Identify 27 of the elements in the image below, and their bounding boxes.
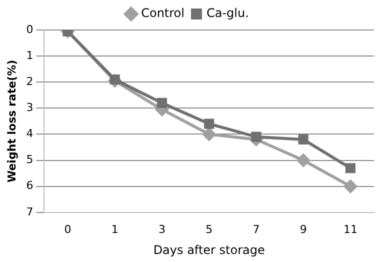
x-tick-label: 1 [111, 222, 118, 236]
point [298, 134, 308, 144]
point [344, 180, 357, 193]
y-tick-label: 2 [26, 74, 34, 88]
y-tick-label: 0 [26, 22, 34, 36]
y-tick-label: 7 [26, 205, 34, 218]
x-tick-label: 11 [343, 222, 358, 236]
y-tick-label: 6 [26, 179, 34, 192]
x-tick-label: 9 [300, 222, 307, 236]
y-tick-label: 4 [26, 127, 34, 140]
point [202, 128, 216, 141]
y-tick-label: 5 [26, 153, 34, 166]
x-tick-label: 7 [252, 222, 260, 236]
y-tick-label: 3 [26, 101, 34, 114]
y-tick-label: 1 [26, 48, 34, 62]
legend-label: Ca-glu. [206, 6, 249, 20]
point [156, 98, 168, 108]
point [204, 118, 214, 129]
point [251, 132, 262, 142]
point [345, 163, 356, 174]
y-axis-title: Weight loss rate(%) [5, 60, 18, 183]
x-tick-label: 3 [158, 222, 166, 236]
x-axis-title: Days after storage [153, 242, 265, 257]
point [296, 154, 310, 167]
x-tick-label: 5 [206, 222, 213, 236]
x-tick-label: 0 [64, 222, 72, 236]
legend-label: Control [141, 6, 184, 20]
